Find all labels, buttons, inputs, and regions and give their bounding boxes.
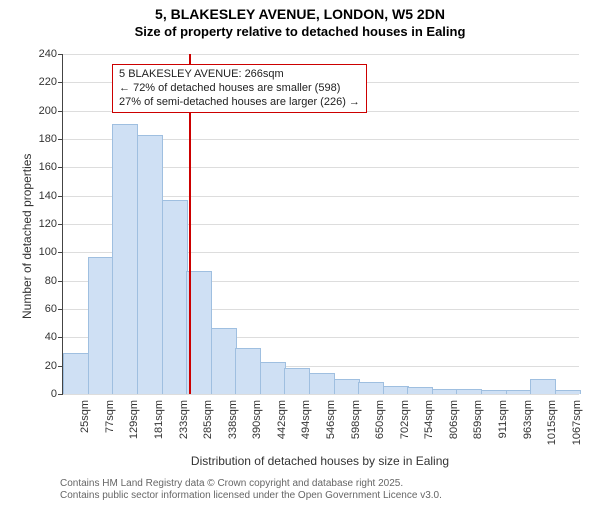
- footer-line2: Contains public sector information licen…: [60, 490, 442, 502]
- ytick-mark: [58, 167, 63, 168]
- ytick-mark: [58, 196, 63, 197]
- xtick-label: 77sqm: [104, 400, 116, 433]
- xtick-label: 129sqm: [128, 400, 140, 439]
- xtick-label: 859sqm: [472, 400, 484, 439]
- ytick-label: 240: [39, 48, 57, 60]
- ytick-mark: [58, 337, 63, 338]
- bar: [555, 390, 581, 394]
- ytick-label: 220: [39, 76, 57, 88]
- ytick-mark: [58, 111, 63, 112]
- ytick-label: 40: [45, 331, 57, 343]
- ytick-label: 140: [39, 190, 57, 202]
- footer: Contains HM Land Registry data © Crown c…: [60, 478, 442, 502]
- bar: [162, 200, 188, 394]
- bar: [358, 382, 384, 394]
- bar: [284, 368, 310, 395]
- ytick-label: 120: [39, 218, 57, 230]
- xtick-label: 806sqm: [448, 400, 460, 439]
- xtick-label: 754sqm: [423, 400, 435, 439]
- bar: [481, 390, 507, 394]
- y-axis-label: Number of detached properties: [20, 154, 34, 319]
- xtick-label: 598sqm: [350, 400, 362, 439]
- bar: [63, 353, 89, 394]
- bar: [530, 379, 556, 394]
- bar: [211, 328, 237, 394]
- bar: [235, 348, 261, 394]
- xtick-label: 494sqm: [300, 400, 312, 439]
- page-title: 5, BLAKESLEY AVENUE, LONDON, W5 2DN: [0, 6, 600, 22]
- bar: [456, 389, 482, 394]
- bar: [309, 373, 335, 394]
- plot: 02040608010012014016018020022024025sqm77…: [62, 54, 579, 395]
- bar: [88, 257, 114, 394]
- xtick-label: 911sqm: [497, 400, 509, 438]
- annotation-line2: ← 72% of detached houses are smaller (59…: [119, 82, 360, 96]
- ytick-mark: [58, 82, 63, 83]
- x-axis-label: Distribution of detached houses by size …: [62, 454, 578, 468]
- xtick-label: 650sqm: [374, 400, 386, 439]
- ytick-mark: [58, 394, 63, 395]
- xtick-label: 442sqm: [276, 400, 288, 439]
- ytick-label: 60: [45, 303, 57, 315]
- xtick-label: 233sqm: [178, 400, 190, 439]
- xtick-label: 285sqm: [202, 400, 214, 439]
- xtick-label: 963sqm: [522, 400, 534, 439]
- ytick-label: 200: [39, 105, 57, 117]
- bar: [334, 379, 360, 394]
- gridline: [63, 394, 579, 395]
- xtick-label: 338sqm: [227, 400, 239, 439]
- ytick-mark: [58, 139, 63, 140]
- ytick-mark: [58, 54, 63, 55]
- chart-area: 02040608010012014016018020022024025sqm77…: [62, 54, 578, 394]
- ytick-label: 80: [45, 275, 57, 287]
- bar: [112, 124, 138, 394]
- ytick-mark: [58, 309, 63, 310]
- annotation-box: 5 BLAKESLEY AVENUE: 266sqm← 72% of detac…: [112, 64, 367, 113]
- footer-line1: Contains HM Land Registry data © Crown c…: [60, 478, 442, 490]
- page-subtitle: Size of property relative to detached ho…: [0, 24, 600, 39]
- bar: [260, 362, 286, 394]
- gridline: [63, 54, 579, 55]
- bar: [383, 386, 409, 394]
- ytick-label: 20: [45, 360, 57, 372]
- xtick-label: 25sqm: [79, 400, 91, 433]
- xtick-label: 546sqm: [325, 400, 337, 439]
- bar: [506, 390, 532, 394]
- bar: [137, 135, 163, 394]
- xtick-label: 1015sqm: [546, 400, 558, 445]
- ytick-mark: [58, 281, 63, 282]
- xtick-label: 702sqm: [399, 400, 411, 439]
- annotation-line1: 5 BLAKESLEY AVENUE: 266sqm: [119, 68, 360, 82]
- ytick-label: 100: [39, 246, 57, 258]
- xtick-label: 390sqm: [251, 400, 263, 439]
- ytick-label: 0: [51, 388, 57, 400]
- annotation-line3: 27% of semi-detached houses are larger (…: [119, 96, 360, 110]
- xtick-label: 1067sqm: [571, 400, 583, 445]
- ytick-mark: [58, 224, 63, 225]
- ytick-mark: [58, 252, 63, 253]
- ytick-label: 180: [39, 133, 57, 145]
- bar: [407, 387, 433, 394]
- bar: [432, 389, 458, 394]
- ytick-label: 160: [39, 161, 57, 173]
- xtick-label: 181sqm: [153, 400, 165, 439]
